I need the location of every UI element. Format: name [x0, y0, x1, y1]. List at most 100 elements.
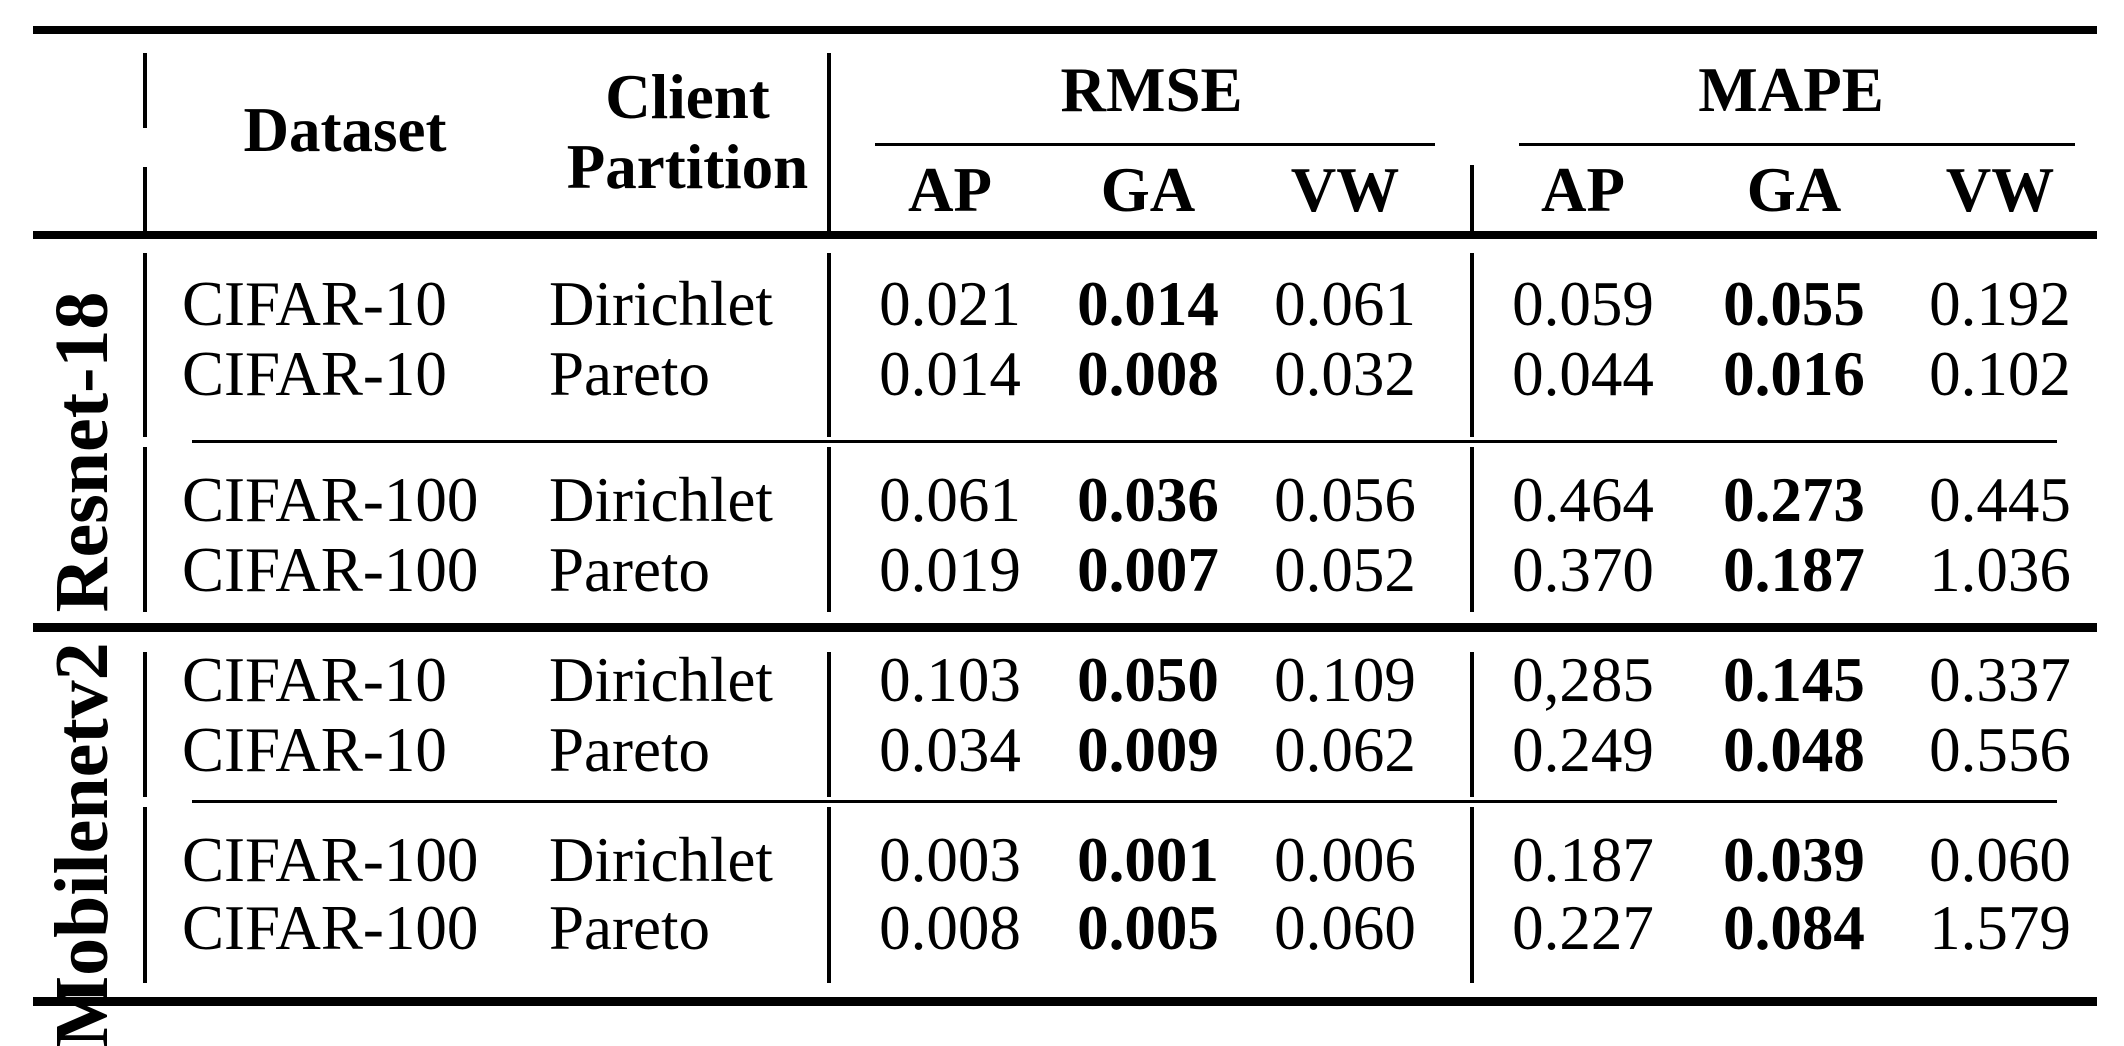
- value-mape-ga: 0.273: [1723, 465, 1865, 535]
- value-mape-ga: 0.084: [1723, 893, 1865, 963]
- value-mape-vw: 0.060: [1929, 825, 2071, 895]
- header-mape-vw: VW: [1945, 155, 2055, 225]
- value-mape-ga: 0.039: [1723, 825, 1865, 895]
- row-partition: Dirichlet: [549, 645, 773, 715]
- vline-model-header-lower: [143, 167, 147, 231]
- value-mape-vw: 0.192: [1929, 269, 2071, 339]
- header-rmse-vw: VW: [1290, 155, 1400, 225]
- vline-model-g1a: [143, 253, 147, 437]
- value-rmse-ga: 0.008: [1077, 339, 1219, 409]
- header-rmse-ga: GA: [1100, 155, 1196, 225]
- vline-mape-g2a: [1470, 652, 1474, 797]
- value-rmse-ap: 0.034: [879, 715, 1021, 785]
- vline-mape-g2b: [1470, 807, 1474, 983]
- value-rmse-vw: 0.006: [1274, 825, 1416, 895]
- value-mape-ap: 0.370: [1512, 535, 1654, 605]
- value-rmse-ga: 0.007: [1077, 535, 1219, 605]
- value-mape-vw: 1.579: [1929, 893, 2071, 963]
- value-rmse-vw: 0.109: [1274, 645, 1416, 715]
- value-mape-ap: 0.464: [1512, 465, 1654, 535]
- row-partition: Pareto: [549, 893, 710, 963]
- vline-model-g1b: [143, 447, 147, 612]
- value-rmse-ap: 0.003: [879, 825, 1021, 895]
- vline-model-g2a: [143, 652, 147, 797]
- value-mape-ap: 0.059: [1512, 269, 1654, 339]
- row-dataset: CIFAR-10: [182, 269, 447, 339]
- value-rmse-vw: 0.061: [1274, 269, 1416, 339]
- value-rmse-ap: 0.019: [879, 535, 1021, 605]
- value-rmse-vw: 0.060: [1274, 893, 1416, 963]
- header-dataset: Dataset: [243, 95, 447, 165]
- row-partition: Dirichlet: [549, 269, 773, 339]
- value-rmse-ga: 0.050: [1077, 645, 1219, 715]
- value-rmse-ap: 0.103: [879, 645, 1021, 715]
- value-mape-ga: 0.016: [1723, 339, 1865, 409]
- row-partition: Dirichlet: [549, 465, 773, 535]
- row-dataset: CIFAR-100: [182, 893, 479, 963]
- value-rmse-vw: 0.062: [1274, 715, 1416, 785]
- table-bottom-rule: [33, 997, 2097, 1006]
- resnet-midrule: [192, 440, 2057, 443]
- value-mape-ap: 0.044: [1512, 339, 1654, 409]
- row-dataset: CIFAR-100: [182, 825, 479, 895]
- value-mape-ap: 0.187: [1512, 825, 1654, 895]
- mape-cmidrule: [1519, 143, 2075, 146]
- row-dataset: CIFAR-100: [182, 535, 479, 605]
- value-mape-ap: 0.227: [1512, 893, 1654, 963]
- header-client: Client: [605, 62, 770, 132]
- value-mape-ga: 0.145: [1723, 645, 1865, 715]
- model-label-mobilenetv2: Mobilenetv2: [40, 642, 124, 1046]
- value-mape-ga: 0.055: [1723, 269, 1865, 339]
- vline-rmse-g1a: [827, 253, 831, 437]
- value-rmse-vw: 0.052: [1274, 535, 1416, 605]
- vline-model-g2b: [143, 807, 147, 983]
- header-rmse: RMSE: [1060, 55, 1243, 125]
- row-dataset: CIFAR-100: [182, 465, 479, 535]
- header-mape-ga: GA: [1746, 155, 1842, 225]
- vline-rmse-header: [827, 53, 831, 231]
- row-partition: Pareto: [549, 339, 710, 409]
- header-bottom-rule: [33, 231, 2097, 239]
- value-mape-vw: 0.556: [1929, 715, 2071, 785]
- row-dataset: CIFAR-10: [182, 645, 447, 715]
- value-rmse-ap: 0.008: [879, 893, 1021, 963]
- vline-mape-g1b: [1470, 447, 1474, 612]
- row-partition: Dirichlet: [549, 825, 773, 895]
- vline-rmse-g2b: [827, 807, 831, 983]
- value-rmse-ga: 0.036: [1077, 465, 1219, 535]
- vline-mape-header: [1470, 165, 1474, 231]
- value-rmse-vw: 0.056: [1274, 465, 1416, 535]
- value-rmse-ga: 0.001: [1077, 825, 1219, 895]
- value-mape-ap: 0,285: [1512, 645, 1654, 715]
- vline-rmse-g2a: [827, 652, 831, 797]
- value-rmse-ap: 0.014: [879, 339, 1021, 409]
- value-mape-vw: 1.036: [1929, 535, 2071, 605]
- value-mape-ap: 0.249: [1512, 715, 1654, 785]
- model-label-resnet18: Resnet-18: [40, 291, 124, 613]
- header-partition: Partition: [566, 132, 809, 202]
- value-mape-ga: 0.048: [1723, 715, 1865, 785]
- row-partition: Pareto: [549, 715, 710, 785]
- value-mape-vw: 0.102: [1929, 339, 2071, 409]
- header-mape: MAPE: [1698, 55, 1884, 125]
- row-dataset: CIFAR-10: [182, 715, 447, 785]
- value-rmse-ap: 0.061: [879, 465, 1021, 535]
- header-mape-ap: AP: [1541, 155, 1625, 225]
- value-mape-vw: 0.337: [1929, 645, 2071, 715]
- table-top-rule: [33, 26, 2097, 34]
- value-rmse-ga: 0.014: [1077, 269, 1219, 339]
- value-rmse-vw: 0.032: [1274, 339, 1416, 409]
- rmse-cmidrule: [875, 143, 1435, 146]
- vline-model-header-upper: [143, 53, 147, 128]
- value-rmse-ga: 0.005: [1077, 893, 1219, 963]
- section-divider-rule: [33, 623, 2097, 632]
- vline-rmse-g1b: [827, 447, 831, 612]
- row-partition: Pareto: [549, 535, 710, 605]
- value-rmse-ap: 0.021: [879, 269, 1021, 339]
- value-rmse-ga: 0.009: [1077, 715, 1219, 785]
- row-dataset: CIFAR-10: [182, 339, 447, 409]
- vline-mape-g1a: [1470, 253, 1474, 437]
- header-rmse-ap: AP: [908, 155, 992, 225]
- value-mape-ga: 0.187: [1723, 535, 1865, 605]
